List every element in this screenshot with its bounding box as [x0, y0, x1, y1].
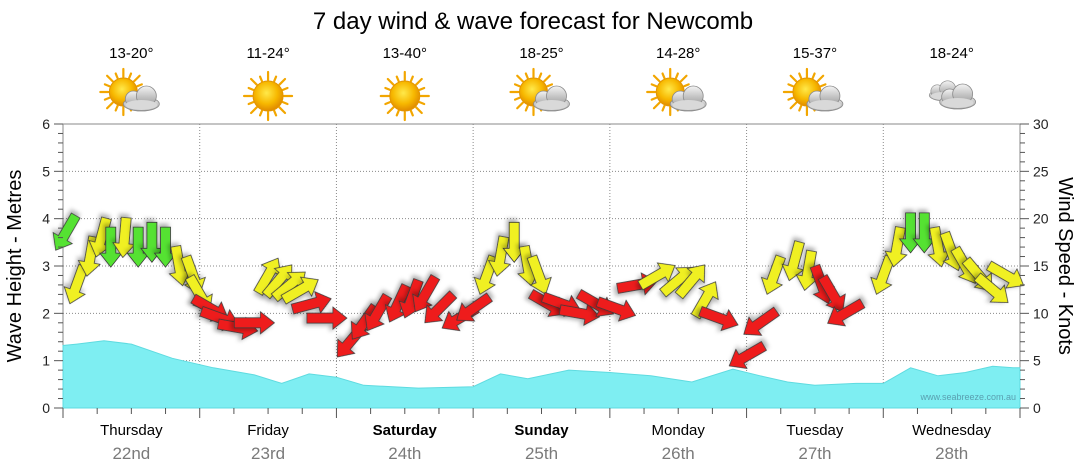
- wind-arrow: [364, 292, 393, 332]
- wind-arrow: [985, 260, 1025, 289]
- y-right-tick-label: 25: [1033, 163, 1049, 179]
- wind-arrow: [412, 274, 441, 313]
- wind-arrow: [424, 290, 458, 324]
- day-date-label: 22nd: [112, 444, 150, 463]
- day-temperature: 11-24°: [246, 45, 289, 62]
- sun-icon: [379, 70, 430, 122]
- day-name-label: Thursday: [100, 422, 163, 439]
- wind-arrow: [52, 212, 81, 251]
- day-name-label: Friday: [247, 422, 289, 439]
- wind-arrow: [595, 296, 637, 322]
- y-right-tick-label: 0: [1033, 400, 1041, 416]
- wind-arrow: [690, 281, 719, 320]
- day-date-label: 24th: [388, 444, 421, 463]
- sun-icon: [242, 70, 294, 122]
- wind-arrow: [973, 272, 1009, 303]
- wind-arrow: [487, 235, 512, 277]
- sun-cloud-icon: [509, 67, 570, 117]
- day-date-label: 23rd: [251, 444, 285, 463]
- wind-arrow: [674, 264, 706, 300]
- y-right-tick-label: 5: [1033, 353, 1041, 369]
- y-right-tick-label: 20: [1033, 211, 1049, 227]
- wind-arrow: [637, 262, 676, 291]
- day-temperature: 13-40°: [383, 45, 427, 62]
- y-left-tick-label: 6: [42, 116, 50, 132]
- day-temperature: 18-25°: [519, 45, 563, 62]
- day-temperature: 18-24°: [929, 45, 973, 62]
- wind-arrow: [280, 276, 319, 305]
- y-right-tick-label: 30: [1033, 116, 1049, 132]
- day-name-label: Sunday: [514, 422, 569, 439]
- y-right-tick-label: 15: [1033, 258, 1049, 274]
- day-temperature: 14-28°: [656, 45, 700, 62]
- day-date-label: 27th: [798, 444, 831, 463]
- wind-arrow: [233, 310, 276, 335]
- y-left-tick-label: 4: [42, 211, 50, 227]
- day-date-label: 26th: [662, 444, 695, 463]
- watermark: www.seabreeze.com.au: [919, 392, 1016, 402]
- wind-arrow: [817, 274, 846, 313]
- day-name-label: Wednesday: [912, 422, 991, 439]
- day-date-label: 28th: [935, 444, 968, 463]
- grid: [62, 123, 1021, 409]
- sun-cloud-icon: [782, 67, 844, 117]
- y-left-tick-label: 2: [42, 305, 50, 321]
- y-left-tick-label: 1: [42, 353, 50, 369]
- wind-arrows: [52, 212, 1025, 369]
- sun-cloud-icon: [99, 67, 160, 117]
- day-name-label: Monday: [652, 422, 706, 439]
- wind-arrow: [827, 298, 866, 327]
- day-name-label: Tuesday: [786, 422, 843, 439]
- axes: 0 1 2 3 4 5 6 0 5 10 15 20 25 30 Thursday 22nd Friday 23r…: [42, 116, 1049, 463]
- day-date-label: 25th: [525, 444, 558, 463]
- wind-arrow: [290, 291, 332, 315]
- y-left-tick-label: 0: [42, 400, 50, 416]
- wind-arrow: [456, 292, 493, 322]
- wind-arrow: [884, 226, 908, 268]
- wind-arrow: [743, 306, 781, 336]
- wave-area: [62, 340, 1021, 409]
- y-right-tick-label: 10: [1033, 305, 1049, 321]
- y-axis-left-title: Wave Height - Metres: [4, 170, 26, 363]
- day-temperature: 15-37°: [793, 45, 837, 62]
- wave-height-area: [62, 340, 1021, 409]
- sun-cloud-icon: [646, 67, 707, 117]
- wind-arrow: [698, 306, 739, 332]
- day-name-label: Saturday: [373, 422, 438, 439]
- day-temperature: 13-20°: [109, 45, 153, 62]
- y-left-tick-label: 3: [42, 258, 50, 274]
- wind-arrow: [526, 254, 552, 295]
- wind-arrow: [306, 306, 348, 330]
- y-axis-right-title: Wind Speed - Knots: [1054, 177, 1076, 355]
- wind-arrow: [781, 240, 805, 282]
- weather-icons: 13-20° 11-24° 13-40° 18-25° 14-28° 15-37° 18-2…: [99, 45, 977, 122]
- cloud-icon: [928, 80, 977, 110]
- y-left-tick-label: 5: [42, 163, 50, 179]
- wind-arrow: [760, 254, 786, 295]
- wind-arrow: [728, 341, 767, 369]
- chart-title: 7 day wind & wave forecast for Newcomb: [313, 8, 753, 35]
